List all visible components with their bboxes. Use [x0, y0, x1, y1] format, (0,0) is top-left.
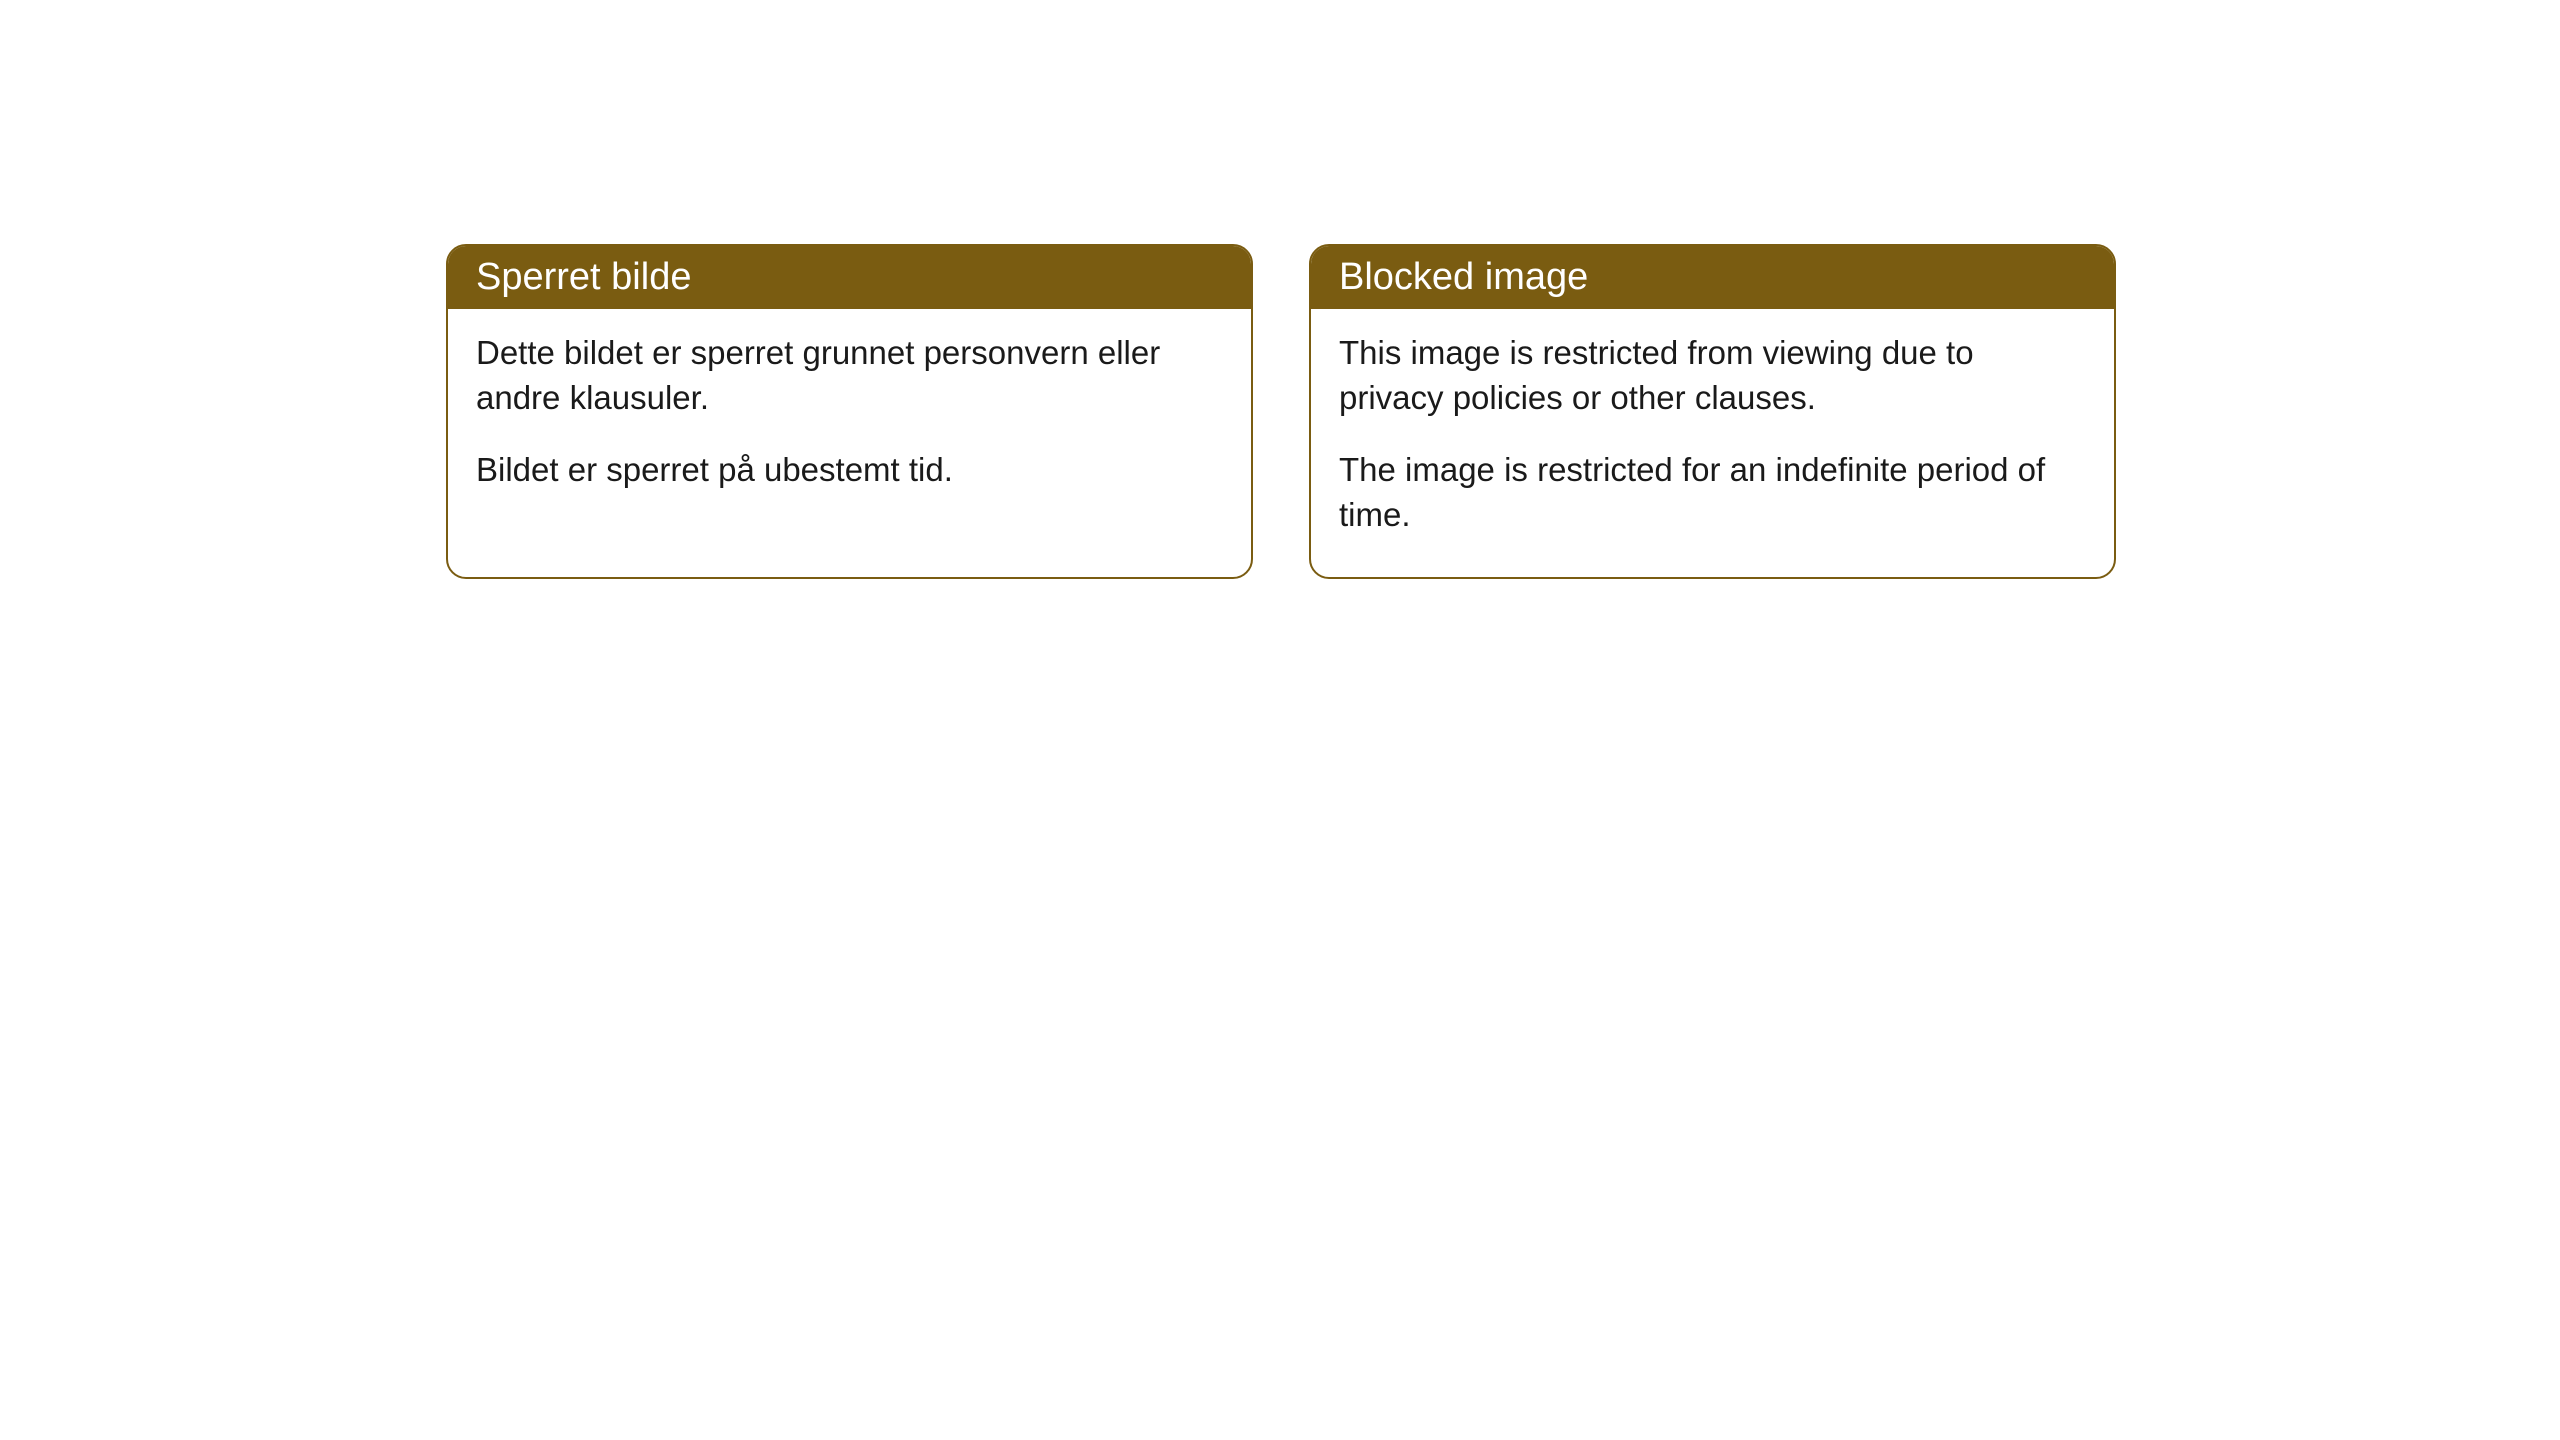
card-header-text: Sperret bilde [476, 256, 691, 298]
card-header: Blocked image [1311, 246, 2114, 309]
notice-card-english: Blocked image This image is restricted f… [1309, 244, 2116, 579]
card-paragraph-1: This image is restricted from viewing du… [1339, 331, 2086, 420]
card-paragraph-2: Bildet er sperret på ubestemt tid. [476, 448, 1223, 493]
card-body: This image is restricted from viewing du… [1311, 309, 2114, 577]
notice-cards-container: Sperret bilde Dette bildet er sperret gr… [446, 244, 2116, 579]
notice-card-norwegian: Sperret bilde Dette bildet er sperret gr… [446, 244, 1253, 579]
card-body: Dette bildet er sperret grunnet personve… [448, 309, 1251, 533]
card-header: Sperret bilde [448, 246, 1251, 309]
card-paragraph-2: The image is restricted for an indefinit… [1339, 448, 2086, 537]
card-paragraph-1: Dette bildet er sperret grunnet personve… [476, 331, 1223, 420]
card-header-text: Blocked image [1339, 256, 1588, 298]
